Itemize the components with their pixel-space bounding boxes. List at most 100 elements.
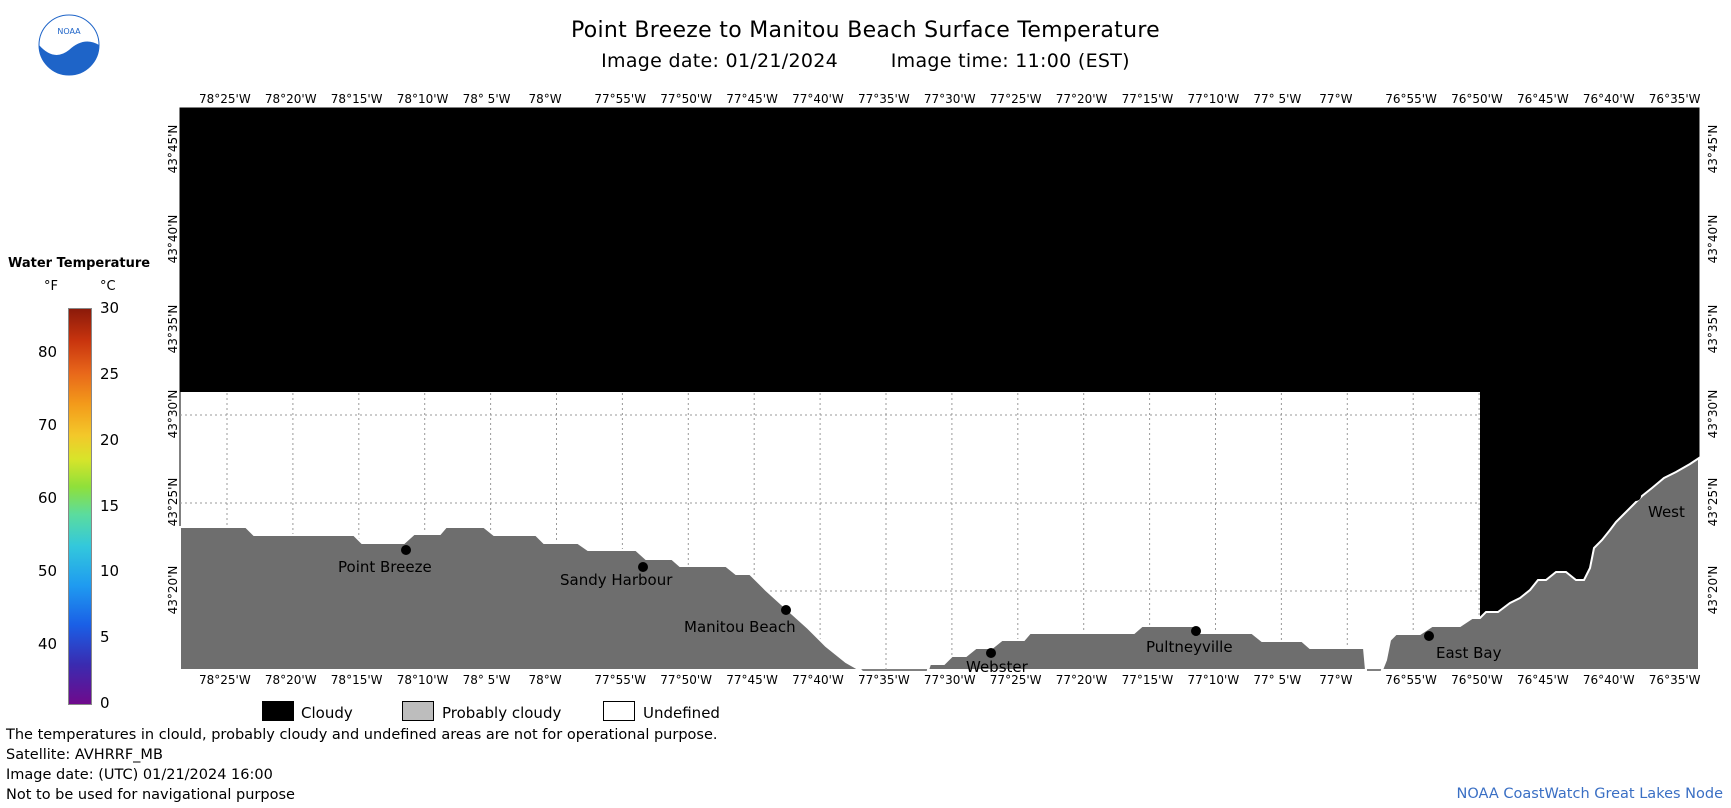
utc-date-note: Image date: (UTC) 01/21/2024 16:00	[6, 767, 273, 783]
longitude-label: 77°30'W	[923, 673, 976, 687]
longitude-label: 76°35'W	[1648, 92, 1701, 106]
land-west	[179, 526, 864, 671]
longitude-label: 77°55'W	[594, 673, 647, 687]
latitude-label: 43°40'N	[1706, 214, 1720, 264]
latitude-label: 43°45'N	[166, 124, 180, 174]
longitude-label: 76°55'W	[1385, 673, 1437, 687]
longitude-label: 76°35'W	[1648, 673, 1701, 687]
noaa-logo: NOAA	[38, 14, 100, 76]
latitude-label: 43°30'N	[1706, 389, 1720, 439]
place-dot	[1631, 491, 1641, 501]
probably-cloudy-label: Probably cloudy	[442, 704, 562, 722]
latitude-label: 43°40'N	[166, 214, 180, 264]
longitude-label: 78°15'W	[330, 673, 383, 687]
unit-fahrenheit: °F	[44, 279, 58, 294]
place-dot	[986, 648, 996, 658]
celsius-tick: 10	[100, 562, 120, 581]
longitude-label: 77° 5'W	[1253, 673, 1302, 687]
image-date: Image date: 01/21/2024	[601, 50, 839, 72]
longitude-label: 78°10'W	[396, 673, 449, 687]
longitude-label: 77°15'W	[1121, 673, 1174, 687]
longitude-label: 78°25'W	[199, 92, 251, 106]
temperature-colorbar	[68, 308, 92, 705]
longitude-label: 77° 5'W	[1253, 92, 1302, 106]
cloudy-swatch	[262, 701, 294, 721]
longitude-label: 77°25'W	[989, 92, 1042, 106]
latitude-label: 43°30'N	[166, 389, 180, 439]
place-dot	[638, 562, 648, 572]
longitude-label: 76°50'W	[1451, 673, 1503, 687]
place-label: East Bay	[1436, 644, 1502, 662]
place-dot	[1424, 631, 1434, 641]
legend-title: Water Temperature	[8, 256, 151, 271]
longitude-label: 77°25'W	[989, 673, 1042, 687]
longitude-label: 78°W	[528, 673, 562, 687]
celsius-tick: 5	[100, 628, 110, 647]
latitude-label: 43°25'N	[1706, 477, 1720, 527]
place-label: Manitou Beach	[684, 618, 796, 636]
longitude-label: 77°40'W	[792, 92, 844, 106]
place-label: Webster	[966, 658, 1029, 676]
longitude-label: 77°10'W	[1187, 92, 1240, 106]
longitude-label: 77°50'W	[660, 673, 712, 687]
place-dot	[401, 545, 411, 555]
undefined-swatch	[603, 701, 635, 721]
longitude-label: 76°45'W	[1517, 673, 1569, 687]
longitude-label: 78° 5'W	[462, 92, 511, 106]
longitude-label: 77°45'W	[726, 92, 778, 106]
longitude-label: 77°20'W	[1055, 673, 1108, 687]
fahrenheit-tick: 50	[38, 562, 58, 581]
longitude-label: 78°25'W	[199, 673, 251, 687]
longitude-label: 77°40'W	[792, 673, 844, 687]
satellite-note: Satellite: AVHRRF_MB	[6, 747, 163, 763]
longitude-label: 77°55'W	[594, 92, 647, 106]
longitude-label: 77°35'W	[858, 92, 910, 106]
fahrenheit-tick: 70	[38, 416, 58, 435]
place-dot	[781, 605, 791, 615]
cloudy-label: Cloudy	[301, 704, 353, 722]
land-east	[1380, 456, 1700, 671]
latitude-label: 43°45'N	[1706, 124, 1720, 174]
image-time: Image time: 11:00 (EST)	[890, 50, 1130, 72]
place-dot	[1191, 626, 1201, 636]
longitude-label: 77°20'W	[1055, 92, 1108, 106]
longitude-label: 76°40'W	[1582, 92, 1635, 106]
longitude-label: 77°W	[1319, 673, 1353, 687]
place-label: Sandy Harbour	[560, 571, 673, 589]
celsius-tick: 20	[100, 430, 120, 449]
longitude-label: 78°10'W	[396, 92, 449, 106]
unit-celsius: °C	[100, 279, 116, 294]
fahrenheit-tick: 80	[38, 342, 58, 361]
longitude-label: 77°10'W	[1187, 673, 1240, 687]
longitude-label: 76°50'W	[1451, 92, 1503, 106]
land-center	[926, 625, 1368, 671]
celsius-tick: 0	[100, 694, 110, 712]
longitude-label: 77°W	[1319, 92, 1353, 106]
longitude-label: 78° 5'W	[462, 673, 511, 687]
longitude-label: 77°45'W	[726, 673, 778, 687]
latitude-label: 43°20'N	[166, 565, 180, 615]
longitude-label: 76°40'W	[1582, 673, 1635, 687]
longitude-label: 77°15'W	[1121, 92, 1174, 106]
latitude-label: 43°35'N	[166, 304, 180, 354]
longitude-label: 76°45'W	[1517, 92, 1569, 106]
longitude-label: 76°55'W	[1385, 92, 1437, 106]
fahrenheit-tick: 60	[38, 489, 58, 508]
latitude-label: 43°35'N	[1706, 304, 1720, 354]
longitude-label: 78°15'W	[330, 92, 383, 106]
celsius-tick: 30	[100, 299, 120, 317]
latitude-label: 43°20'N	[1706, 565, 1720, 615]
disclaimer-note: The temperatures in clould, probably clo…	[6, 727, 718, 743]
map-subtitle: Image date: 01/21/2024 Image time: 11:00…	[0, 50, 1731, 72]
credit-text: NOAA CoastWatch Great Lakes Node	[1456, 786, 1723, 802]
longitude-label: 78°20'W	[264, 673, 317, 687]
logo-text: NOAA	[57, 27, 81, 36]
navigation-warning: Not to be used for navigational purpose	[6, 787, 295, 803]
longitude-label: 77°35'W	[858, 673, 910, 687]
longitude-label: 78°W	[528, 92, 562, 106]
place-label: West	[1648, 503, 1685, 521]
celsius-tick: 25	[100, 364, 120, 383]
latitude-label: 43°25'N	[166, 477, 180, 527]
longitude-label: 78°20'W	[264, 92, 317, 106]
